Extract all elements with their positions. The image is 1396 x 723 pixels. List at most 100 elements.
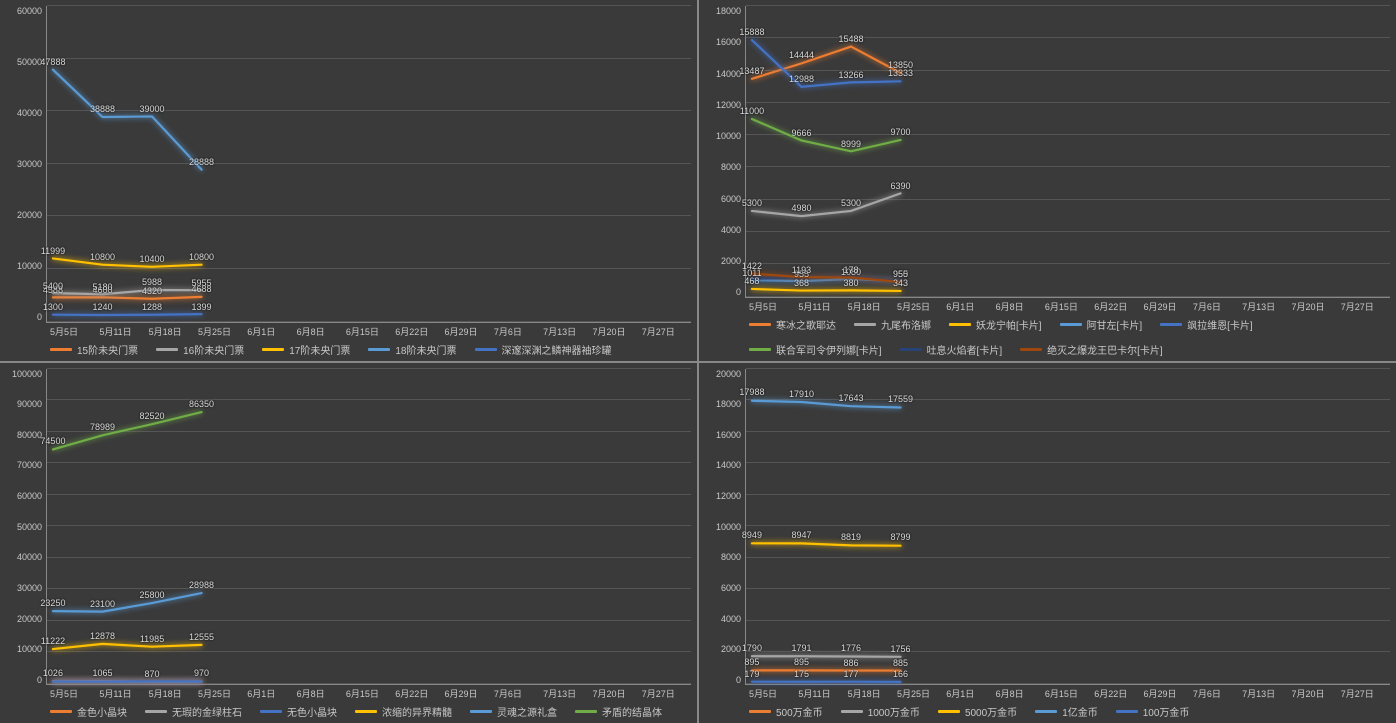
data-label: 74500 (40, 436, 65, 446)
legend-swatch (749, 710, 771, 713)
data-label: 468 (744, 276, 759, 286)
legend-item[interactable]: 金色小晶块 (50, 704, 127, 719)
legend-item[interactable]: 16阶未央门票 (156, 342, 244, 357)
legend-item[interactable]: 5000万金币 (938, 704, 1017, 719)
legend-label: 联合军司令伊列娜[卡片] (776, 342, 882, 357)
data-label: 1240 (92, 302, 112, 312)
data-label: 5180 (92, 282, 112, 292)
data-label: 12555 (189, 632, 214, 642)
legend-item[interactable]: 灵魂之源礼盒 (470, 704, 557, 719)
data-label: 886 (844, 658, 859, 668)
x-tick-label: 6月8日 (297, 687, 346, 700)
legend: 15阶未央门票 16阶未央门票 17阶未央门票 18阶未央门票 深邃深渊之鳞神器袖珍罐 (6, 338, 691, 357)
series-line (53, 297, 202, 299)
legend-item[interactable]: 绝灭之爆龙王巴卡尔[卡片] (1020, 342, 1163, 357)
legend-item[interactable]: 无瑕的金绿柱石 (145, 704, 242, 719)
data-label: 343 (893, 278, 908, 288)
data-label: 178 (844, 265, 859, 275)
legend-item[interactable]: 15阶未央门票 (50, 342, 138, 357)
data-label: 78989 (90, 422, 115, 432)
y-tick-label: 16000 (716, 37, 741, 47)
data-label: 15888 (739, 27, 764, 37)
data-label: 1791 (791, 643, 811, 653)
y-tick-label: 20000 (17, 614, 42, 624)
legend-swatch (749, 348, 771, 351)
x-tick-label: 6月29日 (445, 687, 494, 700)
data-label: 12878 (90, 631, 115, 641)
legend-item[interactable]: 500万金币 (749, 704, 823, 719)
legend-item[interactable]: 妖龙宁帕[卡片] (949, 317, 1042, 332)
legend-item[interactable]: 吐息火焰者[卡片] (900, 342, 1003, 357)
data-label: 11000 (740, 106, 764, 116)
legend-item[interactable]: 联合军司令伊列娜[卡片] (749, 342, 882, 357)
legend-item[interactable]: 矛盾的结晶体 (575, 704, 662, 719)
x-tick-label: 6月8日 (996, 687, 1045, 700)
data-label: 1026 (43, 668, 63, 678)
y-axis: 6000050000400003000020000100000 (6, 6, 46, 323)
data-label: 10400 (140, 254, 165, 264)
series-line (53, 314, 202, 315)
legend-item[interactable]: 17阶未央门票 (262, 342, 350, 357)
legend-item[interactable]: 无色小晶块 (260, 704, 337, 719)
chart-panel-bottom-left: 1000009000080000700006000050000400003000… (0, 363, 697, 723)
data-label: 179 (744, 669, 759, 679)
y-tick-label: 16000 (716, 430, 741, 440)
y-tick-label: 12000 (716, 491, 741, 501)
data-label: 11999 (41, 246, 65, 256)
data-label: 9666 (791, 128, 811, 138)
x-tick-label: 6月29日 (445, 325, 494, 338)
x-axis: 5月5日5月11日5月18日5月25日6月1日6月8日6月15日6月22日6月2… (6, 325, 691, 338)
x-tick-label: 7月20日 (1291, 687, 1340, 700)
legend-item[interactable]: 浓缩的异界精髓 (355, 704, 452, 719)
legend-swatch (1035, 710, 1057, 713)
y-tick-label: 10000 (17, 261, 42, 271)
legend-item[interactable]: 九尾布洛娜 (854, 317, 931, 332)
data-label: 47888 (40, 57, 65, 67)
y-tick-label: 40000 (17, 552, 42, 562)
plot-area: 1348714444154881385053004980530063904683… (745, 6, 1390, 298)
data-label: 17643 (839, 393, 864, 403)
series-line (53, 258, 202, 266)
x-tick-label: 7月6日 (1193, 687, 1242, 700)
legend-item[interactable]: 飒拉维恩[卡片] (1160, 317, 1253, 332)
data-label: 177 (844, 669, 859, 679)
legend-item[interactable]: 100万金币 (1116, 704, 1190, 719)
y-tick-label: 4000 (721, 614, 741, 624)
legend-label: 飒拉维恩[卡片] (1187, 317, 1253, 332)
legend-swatch (854, 323, 876, 326)
data-label: 1288 (142, 302, 162, 312)
data-label: 166 (893, 669, 908, 679)
x-tick-label: 7月6日 (1193, 300, 1242, 313)
legend-swatch (1160, 323, 1182, 326)
y-tick-label: 70000 (17, 460, 42, 470)
legend-item[interactable]: 1亿金币 (1035, 704, 1098, 719)
y-tick-label: 8000 (721, 162, 741, 172)
x-tick-label: 5月25日 (897, 687, 946, 700)
legend-item[interactable]: 18阶未央门票 (368, 342, 456, 357)
legend: 500万金币 1000万金币 5000万金币 1亿金币 100万金币 (705, 700, 1390, 719)
legend-label: 九尾布洛娜 (881, 317, 931, 332)
legend-label: 500万金币 (776, 704, 823, 719)
legend-item[interactable]: 阿甘左[卡片] (1060, 317, 1143, 332)
data-label: 8949 (742, 530, 762, 540)
y-tick-label: 0 (736, 287, 741, 297)
x-tick-label: 6月1日 (247, 325, 296, 338)
legend-swatch (841, 710, 863, 713)
y-tick-label: 30000 (17, 583, 42, 593)
y-tick-label: 80000 (17, 430, 42, 440)
legend-swatch (475, 348, 497, 351)
series-line (752, 289, 901, 291)
data-label: 10800 (90, 252, 115, 262)
y-tick-label: 6000 (721, 583, 741, 593)
legend-item[interactable]: 寒冰之歌耶达 (749, 317, 836, 332)
series-line (752, 119, 901, 151)
data-label: 6390 (891, 181, 911, 191)
legend-swatch (1116, 710, 1138, 713)
legend-item[interactable]: 深邃深渊之鳞神器袖珍罐 (475, 342, 612, 357)
legend-label: 灵魂之源礼盒 (497, 704, 557, 719)
series-svg (746, 6, 1390, 297)
data-label: 5300 (841, 198, 861, 208)
legend-label: 100万金币 (1143, 704, 1190, 719)
data-label: 11222 (41, 636, 65, 646)
legend-item[interactable]: 1000万金币 (841, 704, 920, 719)
